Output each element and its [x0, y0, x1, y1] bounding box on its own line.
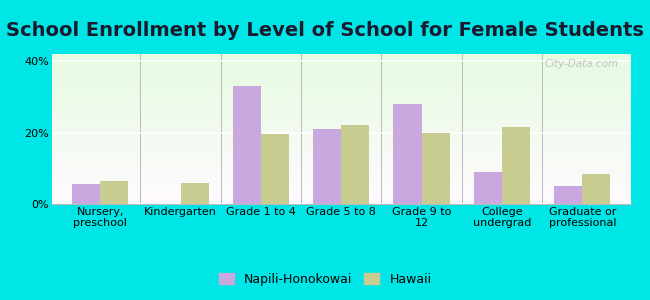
Bar [474, 172, 502, 204]
Bar [52, 108, 630, 111]
Bar [582, 174, 610, 204]
Bar [52, 171, 630, 174]
Bar [52, 189, 630, 192]
Bar [52, 75, 630, 78]
Bar [52, 159, 630, 162]
Bar [52, 186, 630, 189]
Bar [52, 192, 630, 195]
Bar [52, 183, 630, 186]
Bar [181, 183, 209, 204]
Bar [313, 129, 341, 204]
Bar [52, 168, 630, 171]
Bar [52, 201, 630, 204]
Bar [52, 54, 630, 57]
Bar [52, 99, 630, 102]
Bar [52, 147, 630, 150]
Text: School Enrollment by Level of School for Female Students: School Enrollment by Level of School for… [6, 21, 644, 40]
Bar [52, 156, 630, 159]
Bar [52, 174, 630, 177]
Bar [233, 86, 261, 204]
Bar [52, 177, 630, 180]
Bar [100, 181, 128, 204]
Bar [341, 125, 369, 204]
Bar [72, 184, 100, 204]
Bar [52, 93, 630, 96]
Bar [52, 69, 630, 72]
Bar [52, 87, 630, 90]
Bar [52, 144, 630, 147]
Bar [393, 104, 422, 204]
Bar [52, 90, 630, 93]
Bar [52, 114, 630, 117]
Bar [52, 195, 630, 198]
Bar [52, 180, 630, 183]
Bar [52, 102, 630, 105]
Bar [52, 165, 630, 168]
Bar [52, 120, 630, 123]
Bar [52, 57, 630, 60]
Bar [52, 84, 630, 87]
Bar [52, 162, 630, 165]
Bar [52, 138, 630, 141]
Bar [52, 141, 630, 144]
Bar [261, 134, 289, 204]
Bar [52, 135, 630, 138]
Bar [52, 129, 630, 132]
Bar [52, 60, 630, 63]
Legend: Napili-Honokowai, Hawaii: Napili-Honokowai, Hawaii [213, 268, 437, 291]
Bar [52, 105, 630, 108]
Bar [554, 186, 582, 204]
Bar [52, 126, 630, 129]
Bar [422, 133, 450, 204]
Bar [52, 198, 630, 201]
Bar [502, 127, 530, 204]
Bar [52, 117, 630, 120]
Bar [52, 96, 630, 99]
Bar [52, 63, 630, 66]
Bar [52, 153, 630, 156]
Bar [52, 123, 630, 126]
Bar [52, 72, 630, 75]
Text: City-Data.com: City-Data.com [545, 58, 619, 68]
Bar [52, 111, 630, 114]
Bar [52, 132, 630, 135]
Bar [52, 81, 630, 84]
Bar [52, 78, 630, 81]
Bar [52, 66, 630, 69]
Bar [52, 150, 630, 153]
